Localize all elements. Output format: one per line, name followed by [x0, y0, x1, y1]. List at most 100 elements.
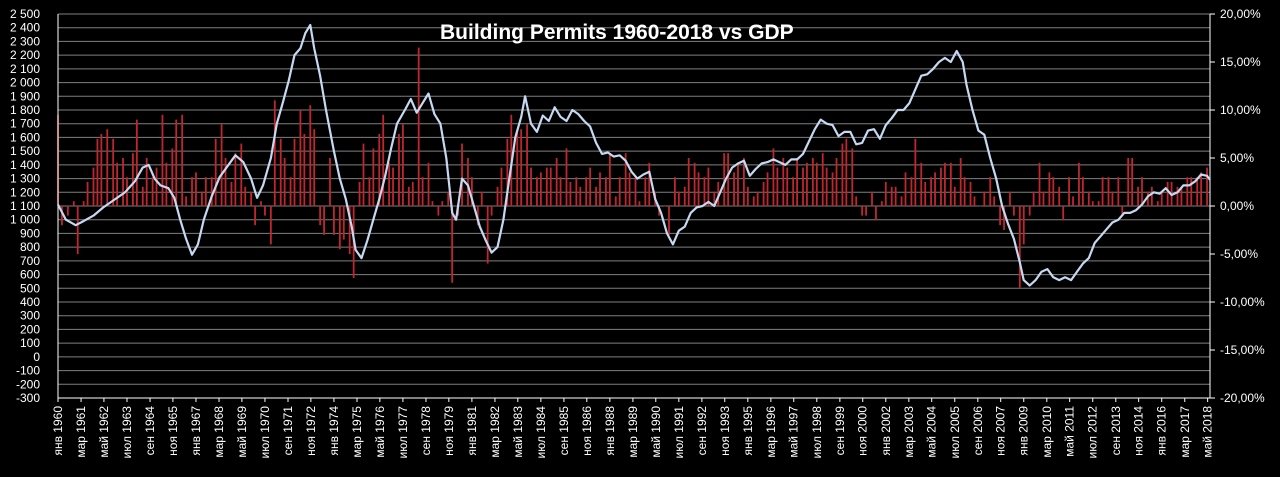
bar — [1166, 182, 1169, 206]
bar — [673, 177, 676, 206]
line-series — [57, 23, 1211, 287]
y-left-tick-label: -100 — [16, 364, 40, 378]
bar — [786, 167, 789, 206]
bar — [545, 167, 548, 206]
x-tick-label: май 1990 — [649, 406, 663, 458]
bar — [516, 129, 519, 206]
bar — [549, 167, 552, 206]
bar — [944, 162, 946, 206]
bar — [250, 191, 253, 206]
y-left-tick-label: -200 — [16, 377, 40, 391]
bar — [605, 177, 607, 206]
bar — [530, 167, 532, 206]
y-left-ticks: -300-200-1000100200300400500600700800900… — [10, 7, 40, 405]
bar — [1107, 177, 1110, 206]
y-left-tick-label: 2 200 — [10, 48, 40, 62]
bar — [802, 167, 804, 206]
x-tick-label: ноя 1993 — [718, 406, 732, 456]
bar — [924, 182, 927, 206]
y-left-tick-label: 1 500 — [10, 144, 40, 158]
bar — [766, 172, 769, 206]
bar — [244, 186, 247, 206]
bar — [161, 114, 164, 206]
bar — [1058, 186, 1061, 206]
bar — [687, 158, 690, 206]
x-tick-label: май 1983 — [511, 406, 525, 458]
bar — [585, 177, 588, 206]
bar — [861, 206, 864, 216]
bar — [66, 206, 69, 216]
bar — [638, 201, 641, 206]
bar — [283, 158, 286, 206]
x-tick-label: май 2011 — [1063, 406, 1077, 457]
bar — [989, 177, 992, 206]
bar — [1028, 206, 1031, 216]
bar — [358, 182, 361, 206]
bar — [648, 162, 651, 206]
bar — [220, 124, 223, 206]
x-tick-label: июл 1970 — [258, 406, 272, 459]
bar — [825, 167, 828, 206]
bar — [210, 177, 213, 206]
bar — [313, 129, 316, 206]
x-tick-label: мар 1982 — [488, 406, 502, 458]
bar — [1048, 172, 1051, 206]
bar — [506, 138, 509, 206]
bar — [737, 162, 739, 206]
bar — [417, 47, 420, 206]
bar — [264, 206, 266, 216]
bar — [969, 182, 972, 206]
bar — [536, 177, 538, 206]
y-right-tick-label: 0,00% — [1220, 199, 1254, 213]
bar — [697, 172, 700, 206]
bar — [579, 186, 582, 206]
x-tick-label: май 1997 — [787, 406, 801, 458]
bar — [999, 206, 1001, 226]
y-right-tick-label: -20,00% — [1220, 391, 1265, 405]
bar — [707, 167, 710, 206]
x-tick-label: сен 2013 — [1109, 406, 1123, 456]
bar — [338, 206, 341, 250]
bar — [693, 162, 696, 206]
bar — [717, 182, 720, 206]
x-tick-label: ноя 1965 — [166, 406, 180, 456]
bar — [811, 158, 814, 206]
bar — [1200, 172, 1203, 206]
axes — [57, 13, 1215, 402]
bar — [575, 177, 578, 206]
bar — [319, 206, 322, 226]
x-tick-label: сен 1985 — [557, 406, 571, 456]
x-tick-label: янв 1960 — [51, 406, 65, 456]
bar — [776, 167, 779, 206]
x-tick-label: сен 1992 — [695, 406, 709, 456]
y-left-tick-label: 1 900 — [10, 89, 40, 103]
x-tick-label: ноя 2000 — [856, 406, 870, 456]
bar — [145, 158, 148, 206]
x-tick-label: янв 2002 — [879, 406, 893, 456]
bar — [116, 162, 119, 206]
y-left-tick-label: 900 — [20, 226, 40, 240]
bar — [792, 177, 795, 206]
bar — [520, 129, 523, 206]
bar — [303, 134, 306, 206]
bar — [470, 177, 473, 206]
bar — [930, 177, 933, 206]
bar — [634, 177, 637, 206]
x-tick-label: мар 1989 — [626, 406, 640, 458]
x-tick-label: сен 1964 — [143, 406, 157, 456]
x-tick-label: ноя 1986 — [580, 406, 594, 456]
x-tick-label: ноя 1972 — [304, 406, 318, 456]
x-tick-label: янв 1995 — [741, 406, 755, 456]
bar — [1121, 206, 1124, 216]
x-tick-label: июл 1991 — [672, 406, 686, 459]
y-left-tick-label: 100 — [20, 336, 40, 350]
y-left-tick-label: 1 200 — [10, 185, 40, 199]
bar — [61, 206, 63, 226]
bar — [490, 206, 493, 216]
bar — [1078, 162, 1080, 206]
bar — [421, 177, 424, 206]
x-tick-label: мар 1961 — [74, 406, 88, 458]
x-tick-label: янв 2016 — [1155, 406, 1169, 456]
bar — [1117, 177, 1120, 206]
bar — [323, 206, 325, 235]
